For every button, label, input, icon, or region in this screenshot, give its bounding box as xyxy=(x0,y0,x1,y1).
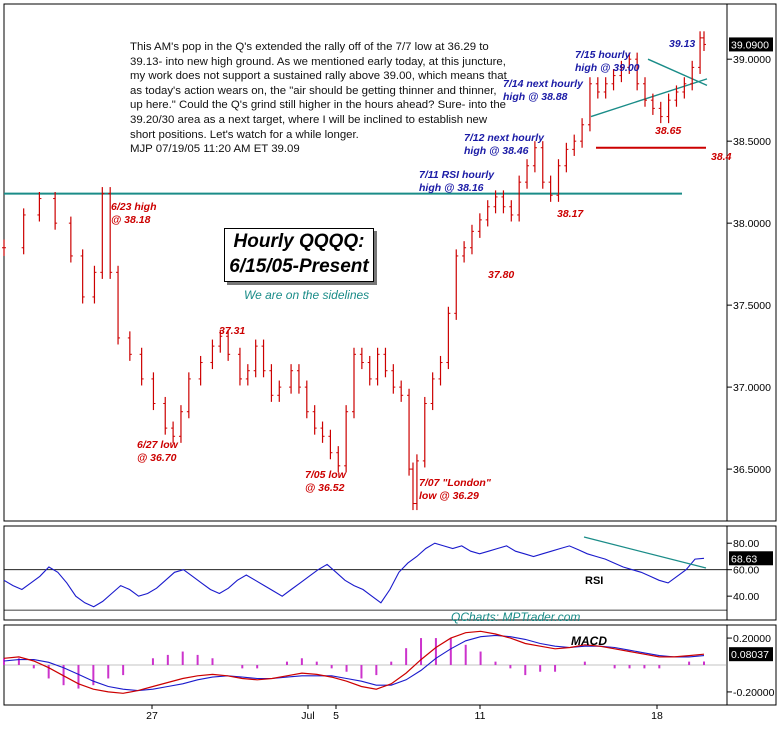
annotation-7-15-high: 7/15 hourly xyxy=(575,49,632,61)
annotation-7-12-high-value: high @ 38.46 xyxy=(464,145,529,157)
last-price-label: 39.0900 xyxy=(731,39,769,51)
annotation-red-level: 38.4 xyxy=(711,151,732,163)
rsi-line xyxy=(3,542,705,608)
macd-line xyxy=(3,630,705,694)
annotation-38-17: 38.17 xyxy=(557,208,584,220)
annotation-38-65: 38.65 xyxy=(655,125,681,137)
annotation-37-31: 37.31 xyxy=(219,325,245,337)
annotation-6-23-high: 6/23 high xyxy=(111,201,157,213)
rsi-last-value-box xyxy=(729,551,773,566)
price-y-tick-label: 38.0000 xyxy=(733,218,771,230)
chart-title-line2: 6/15/05-Present xyxy=(229,256,369,277)
annotation-7-14-high: 7/14 next hourly xyxy=(503,78,584,90)
rsi-y-tick-label: 80.00 xyxy=(733,538,759,550)
macd-signal-line xyxy=(3,634,705,692)
annotation-7-15-high-value: high @ 39.00 xyxy=(575,62,640,74)
macd-series-label: MACD xyxy=(571,634,607,648)
price-y-tick-label: 37.5000 xyxy=(733,300,771,312)
commentary-signature: MJP 07/19/05 11:20 AM ET 39.09 xyxy=(130,143,300,156)
last-price-box xyxy=(729,37,773,52)
rsi-series-label: RSI xyxy=(585,575,603,587)
price-y-tick-label: 39.0000 xyxy=(733,54,771,66)
market-commentary: This AM's pop in the Q's extended the ra… xyxy=(130,40,510,157)
x-tick-label: 5 xyxy=(333,710,339,722)
price-y-tick-label: 36.5000 xyxy=(733,464,771,476)
x-tick-label: 18 xyxy=(651,710,663,722)
rsi-last-value-label: 68.63 xyxy=(731,553,757,565)
price-y-tick-label: 38.5000 xyxy=(733,136,771,148)
triangle-lower-line xyxy=(590,78,708,118)
price-panel-frame xyxy=(3,3,777,522)
annotation-37-80: 37.80 xyxy=(488,269,514,281)
x-tick-label: Jul xyxy=(301,710,314,722)
rsi-trendline xyxy=(583,536,707,569)
annotation-6-27-low: 6/27 low xyxy=(137,439,179,451)
annotation-7-07-low: 7/07 "London" xyxy=(419,477,492,489)
annotation-7-11-rsi-high: 7/11 RSI hourly xyxy=(419,169,495,181)
rsi-y-tick-label: 60.00 xyxy=(733,565,759,577)
rsi-y-tick-label: 40.00 xyxy=(733,591,759,603)
annotation-7-05-low: 7/05 low xyxy=(305,469,347,481)
macd-y-tick-label: -0.20000 xyxy=(733,687,775,699)
rsi-panel-frame xyxy=(3,525,777,621)
annotation-7-05-low-value: @ 36.52 xyxy=(305,482,345,494)
annotation-7-11-rsi-high-value: high @ 38.16 xyxy=(419,182,484,194)
annotation-6-27-low-value: @ 36.70 xyxy=(137,452,177,464)
triangle-upper-line xyxy=(647,58,708,87)
x-tick-label: 11 xyxy=(475,710,486,722)
chart-credit: QCharts: MPTrader.com xyxy=(451,610,581,624)
annotation-6-23-high-value: @ 38.18 xyxy=(111,214,151,226)
price-y-tick-label: 37.0000 xyxy=(733,382,771,394)
sidelines-note: We are on the sidelines xyxy=(244,288,370,302)
annotation-7-07-low-value: low @ 36.29 xyxy=(419,490,479,502)
annotation-39-13: 39.13 xyxy=(669,38,695,50)
macd-last-value-box xyxy=(729,647,773,662)
x-tick-label: 27 xyxy=(146,710,158,722)
macd-last-value-label: 0.08037 xyxy=(731,649,769,661)
chart-title-line1: Hourly QQQQ: xyxy=(233,231,365,252)
macd-y-tick-label: 0.20000 xyxy=(733,633,771,645)
chart-title-box: Hourly QQQQ: 6/15/05-Present xyxy=(224,228,374,282)
commentary-text: This AM's pop in the Q's extended the ra… xyxy=(130,41,507,141)
annotation-7-14-high-value: high @ 38.88 xyxy=(503,91,568,103)
annotation-7-12-high: 7/12 next hourly xyxy=(464,132,545,144)
